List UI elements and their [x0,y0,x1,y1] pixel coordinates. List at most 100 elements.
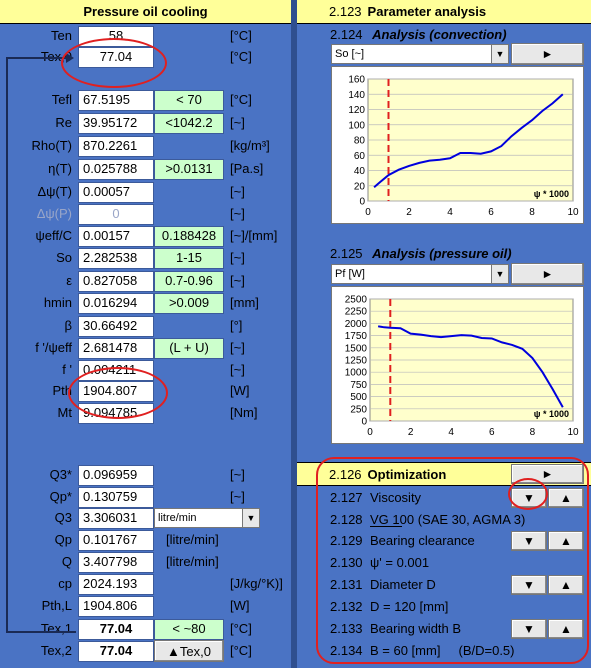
loop-connector-line [6,57,70,59]
param-value: 2.681478 [78,338,154,359]
y-tick-label: 500 [350,392,367,403]
param-value: 3.306031 [78,508,154,529]
x-tick-label: 10 [567,207,579,218]
param-value: 0.00157 [78,226,154,247]
param-unit: [°C] [230,92,252,107]
opt-increase-button[interactable]: ▲ [548,531,584,551]
x-axis-label: ψ * 1000 [534,409,569,419]
param-value: 0.00057 [78,182,154,203]
param-value: 77.04 [78,619,154,640]
param-unit: [~] [230,467,245,482]
tex0-button[interactable]: ▲Tex,0 [154,640,224,662]
conv-play-button[interactable]: ► [511,43,584,65]
opt-row-num: 2.133 [330,621,363,636]
param-range: < ~80 [154,619,224,640]
param-unit: [~] [230,184,245,199]
y-tick-label: 160 [348,75,365,86]
param-value: 67.5195 [78,90,154,111]
param-label: Re [55,115,72,130]
opt-row-text: ψ' = 0.001 [370,555,430,570]
param-value: 39.95172 [78,113,154,134]
opt-decrease-button[interactable]: ▼ [511,619,547,639]
param-value: 0.025788 [78,159,154,180]
chevron-down-icon: ▼ [491,265,508,283]
chevron-down-icon: ▼ [491,45,508,63]
opt-row-num: 2.132 [330,599,363,614]
param-label: Mt [57,405,72,420]
arrow-up-icon: ▲ [560,622,572,636]
y-tick-label: 250 [350,404,367,415]
param-label: f '/ψeff [35,340,72,355]
param-unit: [litre/min] [166,554,219,569]
opt-row-num: 2.129 [330,533,363,548]
param-label: Q3* [49,467,72,482]
x-tick-label: 8 [529,207,535,218]
column-divider [291,0,297,668]
param-label: Qp [54,532,72,547]
y-tick-label: 40 [354,166,366,177]
param-label: cp [58,576,72,591]
opt-decrease-button[interactable]: ▼ [511,575,547,595]
param-unit: [~] [230,250,245,265]
y-tick-label: 1000 [345,368,368,379]
annotation-circle-tex0 [61,38,167,88]
param-unit: [~]/[mm] [230,228,278,243]
tex0-button-label: ▲Tex,0 [167,643,211,659]
param-label: Δψ(T) [37,184,72,199]
param-value: 1904.806 [78,596,154,617]
x-tick-label: 10 [567,427,579,438]
param-label: Δψ(P) [36,206,72,221]
vg-underline [370,526,402,527]
q3-unit-value: litre/min [158,512,197,524]
y-tick-label: 2500 [345,295,368,306]
conv-select-value: So [~] [335,48,365,60]
conv-num: 2.124 [330,27,363,42]
param-value: 30.66492 [78,316,154,337]
conv-chart-svg: 0 20 40 60 80 100 120 140 160 0 2 4 6 8 10 ψ * 1000 [348,75,579,219]
opt-decrease-button[interactable]: ▼ [511,531,547,551]
y-tick-label: 20 [354,181,366,192]
y-tick-label: 100 [348,120,365,131]
param-unit: [~] [230,340,245,355]
x-tick-label: 0 [365,207,371,218]
play-icon: ► [541,267,554,281]
param-unit: [J/kg/°K)] [230,576,283,591]
annotation-circle-viscosity-down [508,478,548,510]
param-label: Q [61,554,72,569]
x-tick-label: 2 [406,207,412,218]
y-tick-label: 120 [348,105,365,116]
opt-row-text: B = 60 [mm] (B/D=0.5) [370,643,515,658]
param-label: Tefl [51,92,72,107]
opt-increase-button[interactable]: ▲ [548,488,584,508]
arrow-up-icon: ▲ [560,578,572,592]
param-label: β [64,318,72,333]
opt-row-text: VG 100 (SAE 30, AGMA 3) [370,512,526,527]
q3-unit-select[interactable]: litre/min ▼ [154,508,260,528]
conv-title: Analysis (convection) [372,27,507,42]
arrow-up-icon: ▲ [560,491,572,505]
param-unit: [~] [230,489,245,504]
x-tick-label: 2 [408,427,414,438]
opt-row-num: 2.134 [330,643,363,658]
param-label: Pth [52,383,72,398]
press-play-button[interactable]: ► [511,263,584,285]
conv-select[interactable]: So [~] ▼ [331,44,509,64]
param-unit: [~] [230,206,245,221]
param-value: 0.016294 [78,293,154,314]
chevron-down-icon: ▼ [242,509,259,527]
left-title: Pressure oil cooling [83,4,208,19]
param-range: 1-15 [154,248,224,269]
loop-connector-line [6,57,8,632]
param-unit: [°C] [230,49,252,64]
play-icon: ► [541,47,554,61]
conv-chart: 0 20 40 60 80 100 120 140 160 0 2 4 6 8 10 ψ * 1000 [331,66,584,224]
opt-increase-button[interactable]: ▲ [548,575,584,595]
x-tick-label: 6 [488,207,494,218]
annotation-circle-pth-mt [68,367,168,419]
opt-increase-button[interactable]: ▲ [548,619,584,639]
arrow-up-icon: ▲ [560,534,572,548]
opt-row-num: 2.128 [330,512,363,527]
press-select[interactable]: Pf [W] ▼ [331,264,509,284]
param-label: f ' [62,362,72,377]
